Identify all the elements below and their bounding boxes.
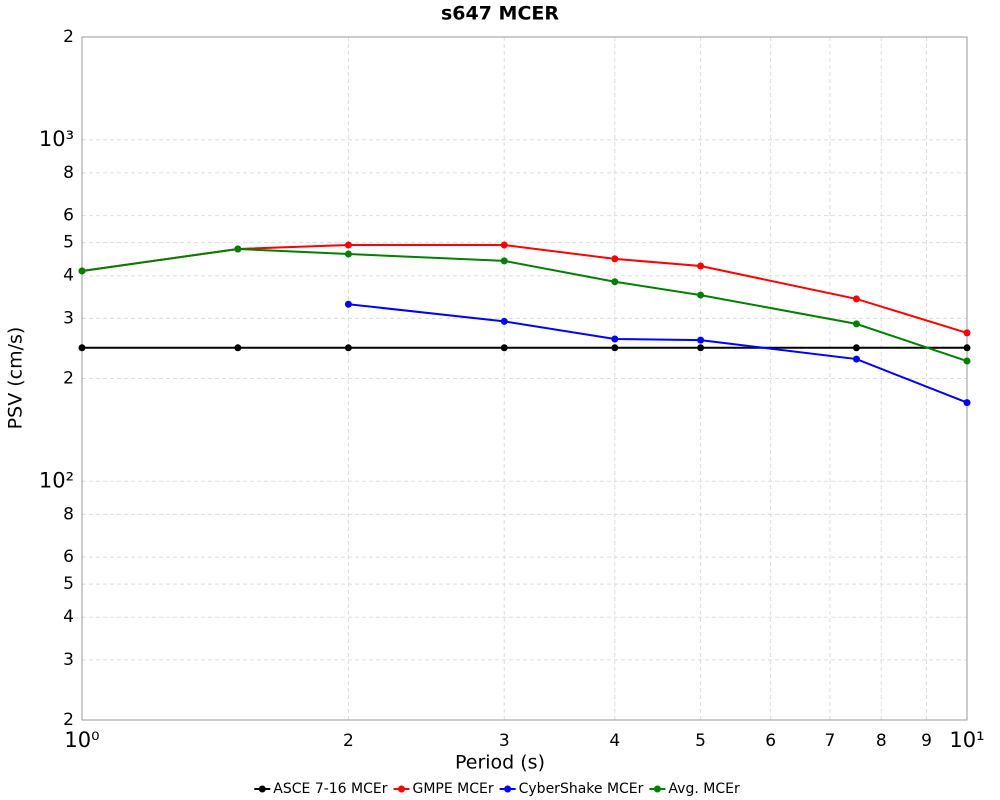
data-point	[963, 399, 971, 407]
data-point	[852, 320, 860, 328]
legend-label: CyberShake MCEr	[519, 781, 644, 797]
data-point	[852, 295, 860, 303]
x-tick-label: 10¹	[949, 728, 984, 752]
x-tick-label: 10⁰	[64, 728, 99, 752]
data-point	[78, 344, 86, 352]
y-tick-label: 6	[63, 206, 74, 226]
y-tick-label: 4	[63, 266, 74, 286]
legend-label: GMPE MCEr	[413, 781, 494, 797]
y-tick-label: 2	[63, 710, 74, 730]
legend: ASCE 7-16 MCEr GMPE MCEr CyberShake MCEr Av…	[254, 781, 740, 797]
y-tick-label: 2	[63, 27, 74, 47]
legend-label: Avg. MCEr	[668, 781, 740, 797]
x-tick-label: 2	[343, 731, 354, 751]
data-point	[963, 344, 971, 352]
x-axis-label: Period (s)	[455, 752, 545, 774]
y-tick-label: 8	[63, 163, 74, 183]
data-point	[697, 336, 705, 344]
y-tick-label: 3	[63, 308, 74, 328]
legend-swatch-dot	[258, 785, 266, 793]
y-tick-label: 4	[63, 607, 74, 627]
y-tick-label: 5	[63, 574, 74, 594]
plot-frame	[81, 36, 968, 721]
data-point	[500, 317, 508, 325]
data-point	[500, 257, 508, 265]
series-line	[81, 247, 968, 362]
data-point	[611, 344, 619, 352]
x-tick-label: 9	[921, 731, 932, 751]
x-tick-label: 5	[695, 731, 706, 751]
data-point	[963, 329, 971, 337]
data-point	[344, 300, 352, 308]
legend-label: ASCE 7-16 MCEr	[273, 781, 387, 797]
data-point	[963, 357, 971, 365]
data-point	[500, 241, 508, 249]
data-point	[697, 291, 705, 299]
data-point	[234, 245, 242, 253]
data-point	[234, 344, 242, 352]
legend-swatch-dot	[504, 785, 512, 793]
y-tick-label: 2	[63, 369, 74, 389]
data-point	[852, 355, 860, 363]
y-tick-label: 3	[63, 650, 74, 670]
legend-swatch-dot	[653, 785, 661, 793]
data-point	[611, 255, 619, 263]
chart-title: s647 MCER	[441, 3, 559, 25]
series-line	[81, 243, 968, 334]
x-tick-label: 8	[876, 731, 887, 751]
y-tick-label: 6	[63, 547, 74, 567]
data-point	[852, 344, 860, 352]
series-line	[348, 303, 968, 404]
legend-swatch-dot	[398, 785, 405, 793]
y-tick-label: 10²	[39, 468, 74, 492]
data-point	[344, 344, 352, 352]
y-tick-label: 5	[63, 233, 74, 253]
x-tick-label: 3	[499, 731, 510, 751]
data-point	[697, 262, 705, 270]
data-point	[78, 267, 86, 275]
x-tick-label: 7	[824, 731, 835, 751]
x-tick-label: 4	[609, 731, 620, 751]
data-point	[697, 344, 705, 352]
y-tick-label: 8	[63, 504, 74, 524]
data-point	[344, 250, 352, 258]
data-point	[611, 335, 619, 343]
y-tick-label: 10³	[39, 127, 74, 151]
x-tick-label: 6	[765, 731, 776, 751]
data-point	[344, 241, 352, 249]
data-point	[500, 344, 508, 352]
y-axis-label: PSV (cm/s)	[5, 327, 27, 430]
data-point	[611, 278, 619, 286]
